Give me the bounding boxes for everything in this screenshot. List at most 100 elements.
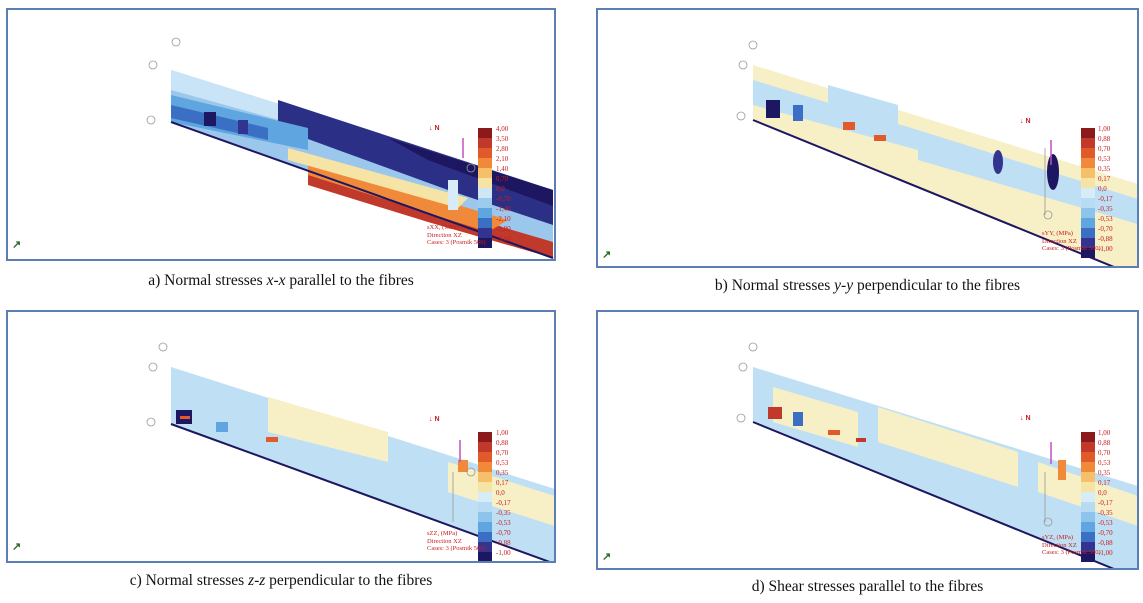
scale-swatch xyxy=(1081,208,1095,218)
scale-swatch xyxy=(478,462,492,472)
scale-tick-label: -0,35 xyxy=(1098,205,1113,213)
scale-tick-label: -3,50 xyxy=(496,235,511,243)
scale-swatch xyxy=(1081,552,1095,562)
scale-tick-label: -2,10 xyxy=(496,215,511,223)
scale-swatch xyxy=(1081,532,1095,542)
panel-c: ↓ N ↗ 1,00 0,88 0,70 0,53 0,35 0,17 0,0 -0,17 -0… xyxy=(6,310,556,563)
scale-swatch xyxy=(1081,158,1095,168)
scale-tick-label: 0,17 xyxy=(1098,175,1111,183)
north-indicator: ↓ N xyxy=(429,416,440,423)
scale-swatch xyxy=(1081,432,1095,442)
scale-tick-label: 0,35 xyxy=(496,469,509,477)
scale-labels: 1,00 0,88 0,70 0,53 0,35 0,17 0,0 -0,17 -0,35 -0,… xyxy=(496,428,511,558)
stress-map-szz xyxy=(146,342,554,561)
scale-swatch xyxy=(478,522,492,532)
scale-swatch xyxy=(1081,492,1095,502)
scale-swatch xyxy=(478,148,492,158)
scale-swatch xyxy=(478,128,492,138)
scale-swatch xyxy=(1081,462,1095,472)
legend-meta: sZZ, (MPa) Direction XZ Cases: 3 (Posmik… xyxy=(427,530,486,553)
scale-swatch xyxy=(1081,248,1095,258)
scale-tick-label: 0,70 xyxy=(496,449,509,457)
scale-labels: 4,00 3,50 2,80 2,10 1,40 0,70 0,0 -0,70 -1,40 -2,… xyxy=(496,124,511,244)
scale-swatch xyxy=(478,228,492,238)
legend-meta: sYZ, (MPa) Direction XZ Cases: 3 (Posmik… xyxy=(1042,534,1101,557)
scale-tick-label: 1,40 xyxy=(496,165,509,173)
caption-a: a) Normal stresses x-x parallel to the f… xyxy=(148,272,414,289)
scale-swatch xyxy=(478,532,492,542)
scale-tick-label: 0,0 xyxy=(1098,185,1107,193)
scale-tick-label: -0,17 xyxy=(1098,499,1113,507)
scale-swatch xyxy=(478,138,492,148)
color-scale xyxy=(1081,128,1095,258)
scale-swatch xyxy=(478,432,492,442)
scale-tick-label: 1,00 xyxy=(1098,429,1111,437)
legend-cases: Cases: 3 (Posmik 500) xyxy=(1042,245,1101,252)
scale-labels: 1,00 0,88 0,70 0,53 0,35 0,17 0,0 -0,17 -0,35 -0,… xyxy=(1098,124,1113,254)
axis-triad-icon: ↗ xyxy=(12,541,22,553)
scale-tick-label: 0,53 xyxy=(1098,155,1111,163)
legend-direction: Direction XZ xyxy=(427,537,462,545)
scale-tick-label: -0,53 xyxy=(1098,519,1113,527)
caption-c: c) Normal stresses z-z perpendicular to … xyxy=(129,572,433,589)
scale-tick-label: 0,0 xyxy=(1098,489,1107,497)
scale-tick-label: 0,53 xyxy=(496,459,509,467)
scale-tick-label: -0,88 xyxy=(1098,235,1113,243)
legend-quantity: sYY, (MPa) xyxy=(1042,230,1073,237)
scale-tick-label: 0,0 xyxy=(496,489,505,497)
scale-tick-label: 4,00 xyxy=(496,125,509,133)
legend-direction: Direction XZ xyxy=(1042,541,1077,549)
north-indicator: ↓ N xyxy=(1020,415,1031,422)
legend-meta: sXX, (MPa) Direction XZ Cases: 3 (Posmik… xyxy=(427,224,486,247)
scale-swatch xyxy=(1081,442,1095,452)
scale-tick-label: -0,70 xyxy=(496,529,511,537)
scale-swatch xyxy=(478,472,492,482)
scale-tick-label: -0,35 xyxy=(496,509,511,517)
opening-marker xyxy=(204,112,216,126)
scale-swatch xyxy=(1081,482,1095,492)
scale-swatch xyxy=(478,492,492,502)
scale-tick-label: -1,40 xyxy=(496,205,511,213)
scale-tick-label: 0,53 xyxy=(1098,459,1111,467)
scale-tick-label: 0,88 xyxy=(1098,439,1111,447)
scale-swatch xyxy=(478,542,492,552)
scale-tick-label: 0,0 xyxy=(496,185,505,193)
scale-swatch xyxy=(478,158,492,168)
scale-tick-label: -2,80 xyxy=(496,225,511,233)
scale-tick-label: 0,88 xyxy=(1098,135,1111,143)
panel-a: ↓ N ↗ 4,00 3,50 2,80 2,10 1,40 0,70 0,0 -0,70 -1… xyxy=(6,8,556,261)
scale-swatch xyxy=(478,502,492,512)
scale-swatch xyxy=(1081,188,1095,198)
scale-tick-label: -0,70 xyxy=(1098,225,1113,233)
scale-swatch xyxy=(1081,198,1095,208)
scale-swatch xyxy=(478,188,492,198)
scale-tick-label: -1,00 xyxy=(496,549,511,557)
scale-tick-label: -0,17 xyxy=(1098,195,1113,203)
scale-tick-label: -0,35 xyxy=(1098,509,1113,517)
scale-swatch xyxy=(1081,178,1095,188)
color-scale xyxy=(478,432,492,561)
scale-swatch xyxy=(1081,218,1095,228)
north-indicator: ↓ N xyxy=(429,125,440,132)
panel-d: ↓ N ↗ 1,00 0,88 0,70 0,53 0,35 0,17 0,0 -0,17 -0… xyxy=(596,310,1139,570)
scale-tick-label: 0,35 xyxy=(1098,165,1111,173)
scale-swatch xyxy=(1081,168,1095,178)
legend-quantity: sZZ, (MPa) xyxy=(427,530,458,537)
scale-swatch xyxy=(1081,542,1095,552)
scale-tick-label: 1,00 xyxy=(1098,125,1111,133)
scale-swatch xyxy=(1081,472,1095,482)
legend-cases: Cases: 3 (Posmik 500) xyxy=(427,545,486,552)
color-scale xyxy=(478,128,492,248)
scale-tick-label: -0,53 xyxy=(496,519,511,527)
scale-tick-label: 0,70 xyxy=(1098,145,1111,153)
scale-tick-label: -0,53 xyxy=(1098,215,1113,223)
scale-swatch xyxy=(1081,228,1095,238)
scale-swatch xyxy=(1081,452,1095,462)
scale-swatch xyxy=(478,178,492,188)
scale-swatch xyxy=(478,238,492,248)
legend-meta: sYY, (MPa) Direction XZ Cases: 3 (Posmik… xyxy=(1042,230,1101,253)
scale-labels: 1,00 0,88 0,70 0,53 0,35 0,17 0,0 -0,17 -0,35 -0,… xyxy=(1098,428,1113,558)
scale-swatch xyxy=(1081,238,1095,248)
scale-swatch xyxy=(478,482,492,492)
scale-swatch xyxy=(1081,128,1095,138)
